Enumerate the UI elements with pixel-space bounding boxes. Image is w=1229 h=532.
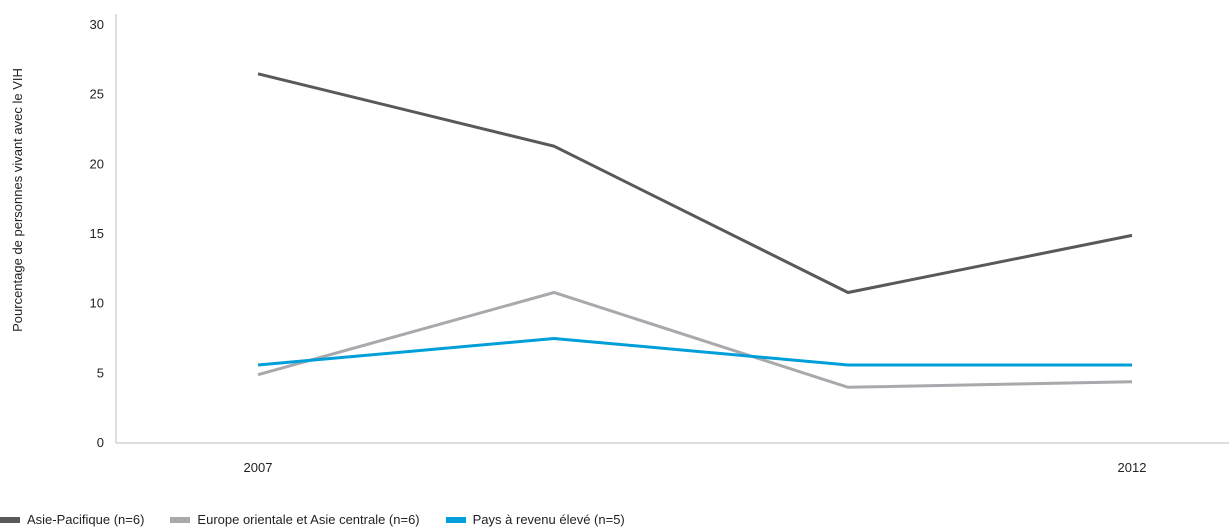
legend-item-europe-orientale: Europe orientale et Asie centrale (n=6) [170,512,420,527]
x-tick-label: 2012 [1118,460,1147,475]
y-tick-label: 25 [90,87,104,102]
x-axis-ticks: 2007 2012 [244,460,1147,475]
legend-swatch [445,516,466,523]
legend: Asie-Pacifique (n=6) Europe orientale et… [0,512,651,527]
legend-swatch [0,516,20,523]
line-chart: Pourcentage de personnes vivant avec le … [10,14,1229,475]
y-tick-label: 30 [90,17,104,32]
series-line-2 [257,336,1132,367]
legend-item-pays-revenu-eleve: Pays à revenu élevé (n=5) [445,512,625,527]
y-tick-label: 20 [90,156,104,171]
legend-swatch [170,516,191,523]
x-tick-label: 2007 [244,460,273,475]
series-line-0 [257,72,1133,295]
legend-label: Pays à revenu élevé (n=5) [472,512,625,527]
y-tick-label: 15 [90,226,104,241]
legend-label: Asie-Pacifique (n=6) [27,512,145,527]
y-tick-label: 0 [97,435,104,450]
y-axis-label: Pourcentage de personnes vivant avec le … [10,68,25,332]
y-tick-label: 5 [97,365,104,380]
series-lines [257,72,1133,389]
legend-label: Europe orientale et Asie centrale (n=6) [197,512,420,527]
y-axis-ticks: 0 5 10 15 20 25 30 [90,17,104,450]
y-tick-label: 10 [90,296,104,311]
legend-item-asie-pacifique: Asie-Pacifique (n=6) [0,512,144,527]
series-line-1 [257,290,1133,389]
